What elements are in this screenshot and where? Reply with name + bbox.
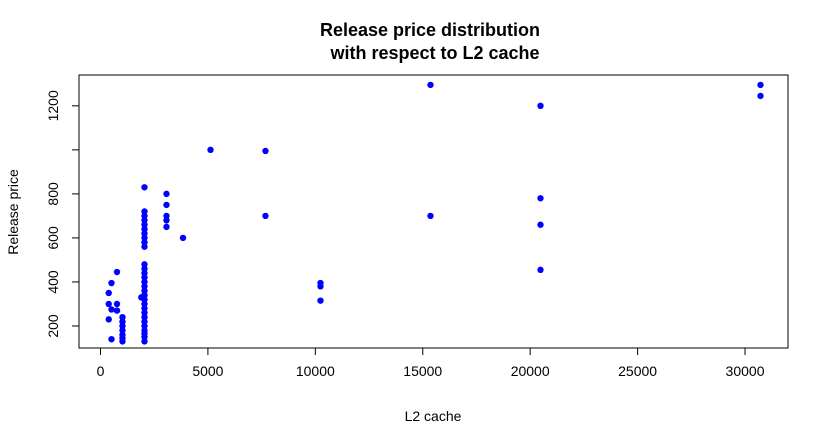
chart-title-line-1: Release price distribution bbox=[320, 20, 540, 40]
data-point bbox=[141, 309, 148, 316]
x-tick-label: 20000 bbox=[511, 363, 550, 379]
data-point bbox=[163, 201, 170, 209]
data-point bbox=[113, 307, 121, 314]
data-point bbox=[141, 221, 148, 228]
y-axis: 200 400 600 800 1200 bbox=[45, 90, 79, 338]
data-point bbox=[141, 239, 148, 246]
data-point bbox=[105, 300, 112, 308]
data-point bbox=[262, 212, 269, 220]
data-point bbox=[141, 184, 148, 191]
data-point bbox=[141, 291, 148, 299]
x-tick-label: 15000 bbox=[403, 363, 442, 379]
data-point bbox=[317, 283, 324, 290]
data-point bbox=[757, 81, 764, 89]
data-point bbox=[537, 102, 544, 110]
data-point bbox=[119, 338, 126, 345]
data-point bbox=[141, 333, 148, 341]
data-point bbox=[537, 195, 544, 202]
x-tick-label: 30000 bbox=[726, 363, 765, 379]
data-point bbox=[119, 313, 126, 321]
data-point bbox=[141, 230, 148, 237]
x-axis: 0 5000 10000 15000 20000 25000 30000 bbox=[97, 348, 765, 379]
x-tick-label: 5000 bbox=[192, 363, 223, 379]
data-point bbox=[757, 92, 764, 100]
data-point bbox=[141, 287, 148, 294]
data-point bbox=[141, 313, 148, 321]
data-point bbox=[179, 234, 187, 242]
data-point bbox=[141, 322, 148, 330]
data-point bbox=[119, 318, 126, 325]
data-point bbox=[113, 300, 121, 308]
data-point bbox=[141, 217, 148, 224]
x-tick-label: 25000 bbox=[618, 363, 657, 379]
data-point bbox=[141, 243, 148, 250]
data-point bbox=[105, 316, 112, 323]
chart-title-line-2: with respect to L2 cache bbox=[329, 43, 539, 63]
y-tick-label: 1200 bbox=[45, 90, 61, 121]
x-axis-label: L2 cache bbox=[405, 408, 462, 424]
data-point bbox=[141, 208, 148, 215]
data-point bbox=[141, 234, 148, 242]
data-point bbox=[163, 223, 170, 231]
plot-frame bbox=[78, 74, 789, 349]
data-point bbox=[141, 265, 148, 272]
data-point bbox=[105, 289, 112, 297]
data-point bbox=[141, 305, 148, 312]
data-point bbox=[141, 296, 148, 303]
data-point bbox=[108, 279, 115, 287]
data-point bbox=[108, 306, 115, 313]
y-axis-label: Release price bbox=[5, 169, 21, 255]
data-point bbox=[207, 146, 214, 154]
y-tick-label: 600 bbox=[45, 226, 61, 250]
data-point bbox=[141, 212, 148, 220]
data-point bbox=[141, 278, 148, 286]
data-point bbox=[141, 261, 148, 268]
data-point bbox=[141, 300, 148, 308]
data-point bbox=[141, 274, 148, 281]
data-point bbox=[262, 147, 269, 155]
data-point bbox=[163, 190, 170, 198]
data-point bbox=[427, 212, 434, 220]
y-tick-label: 200 bbox=[45, 314, 61, 338]
data-point bbox=[537, 221, 544, 228]
data-point bbox=[119, 322, 126, 330]
y-tick-label: 800 bbox=[45, 182, 61, 206]
data-point bbox=[163, 217, 170, 224]
data-point bbox=[119, 327, 126, 334]
data-point bbox=[108, 335, 115, 343]
data-point bbox=[537, 266, 544, 274]
x-tick-label: 10000 bbox=[296, 363, 335, 379]
data-point bbox=[113, 268, 121, 276]
data-point bbox=[141, 225, 148, 233]
data-point bbox=[427, 81, 434, 89]
data-point bbox=[141, 338, 148, 345]
data-point bbox=[163, 212, 170, 220]
data-points bbox=[105, 81, 764, 345]
data-point bbox=[317, 297, 324, 304]
data-point bbox=[141, 283, 148, 290]
data-point bbox=[141, 269, 148, 277]
x-tick-label: 0 bbox=[97, 363, 105, 379]
y-tick-label: 400 bbox=[45, 270, 61, 294]
data-point bbox=[141, 318, 148, 325]
